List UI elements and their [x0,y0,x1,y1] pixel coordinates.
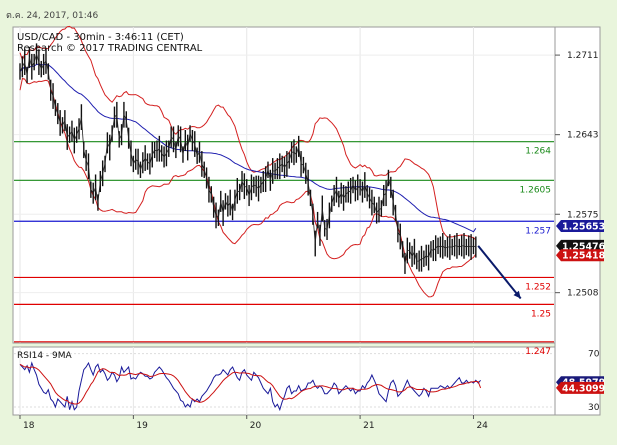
y-tick-label: 1.2508 [567,289,599,299]
rsi-badge-label: 44.3099 [562,383,605,394]
rsi-y-tick-label: 30 [588,403,600,413]
rsi-panel [12,346,556,416]
price-badge [556,219,604,232]
main-subtitle: Research © 2017 TRADING CENTRAL [17,43,203,54]
y-tick-label: 1.2711 [567,51,599,61]
forecast-arrow-line [477,245,522,300]
x-tick-label: 24 [476,421,488,431]
level-label: 1.247 [525,347,551,357]
rsi-line [19,361,481,412]
rsi-y-tick-label: 70 [588,350,600,360]
price-badge [556,249,604,262]
upper-band-line [19,25,477,241]
level-label: 1.25 [531,309,551,319]
level-label: 1.264 [525,147,551,157]
x-tick-label: 19 [136,421,148,431]
forecast-arrow-head [513,290,521,299]
y-tick-label: 1.2575 [567,210,599,220]
price-badge-label: 1.25418 [562,251,606,262]
level-label: 1.257 [525,226,551,236]
rsi-ma-line [19,363,482,405]
price-badge-label: 1.25653 [562,221,605,232]
x-tick-label: 21 [363,421,374,431]
level-label: 1.252 [525,282,551,292]
price-badge-label: 1.25476 [562,241,606,252]
y-tick-label: 1.2643 [567,131,599,141]
price-line [19,52,476,264]
timestamp: ต.ค. 24, 2017, 01:46 [6,11,99,21]
rsi-title: RSI14 - 9MA [17,351,73,361]
x-tick-label: 18 [23,421,35,431]
moving-average-line [19,63,477,233]
rsi-badge [556,381,604,394]
level-label: 1.2605 [520,185,552,195]
price-badge [556,239,604,252]
x-tick-label: 20 [250,421,262,431]
main-title: USD/CAD - 30min - 3:46:11 (CET) [17,32,184,43]
